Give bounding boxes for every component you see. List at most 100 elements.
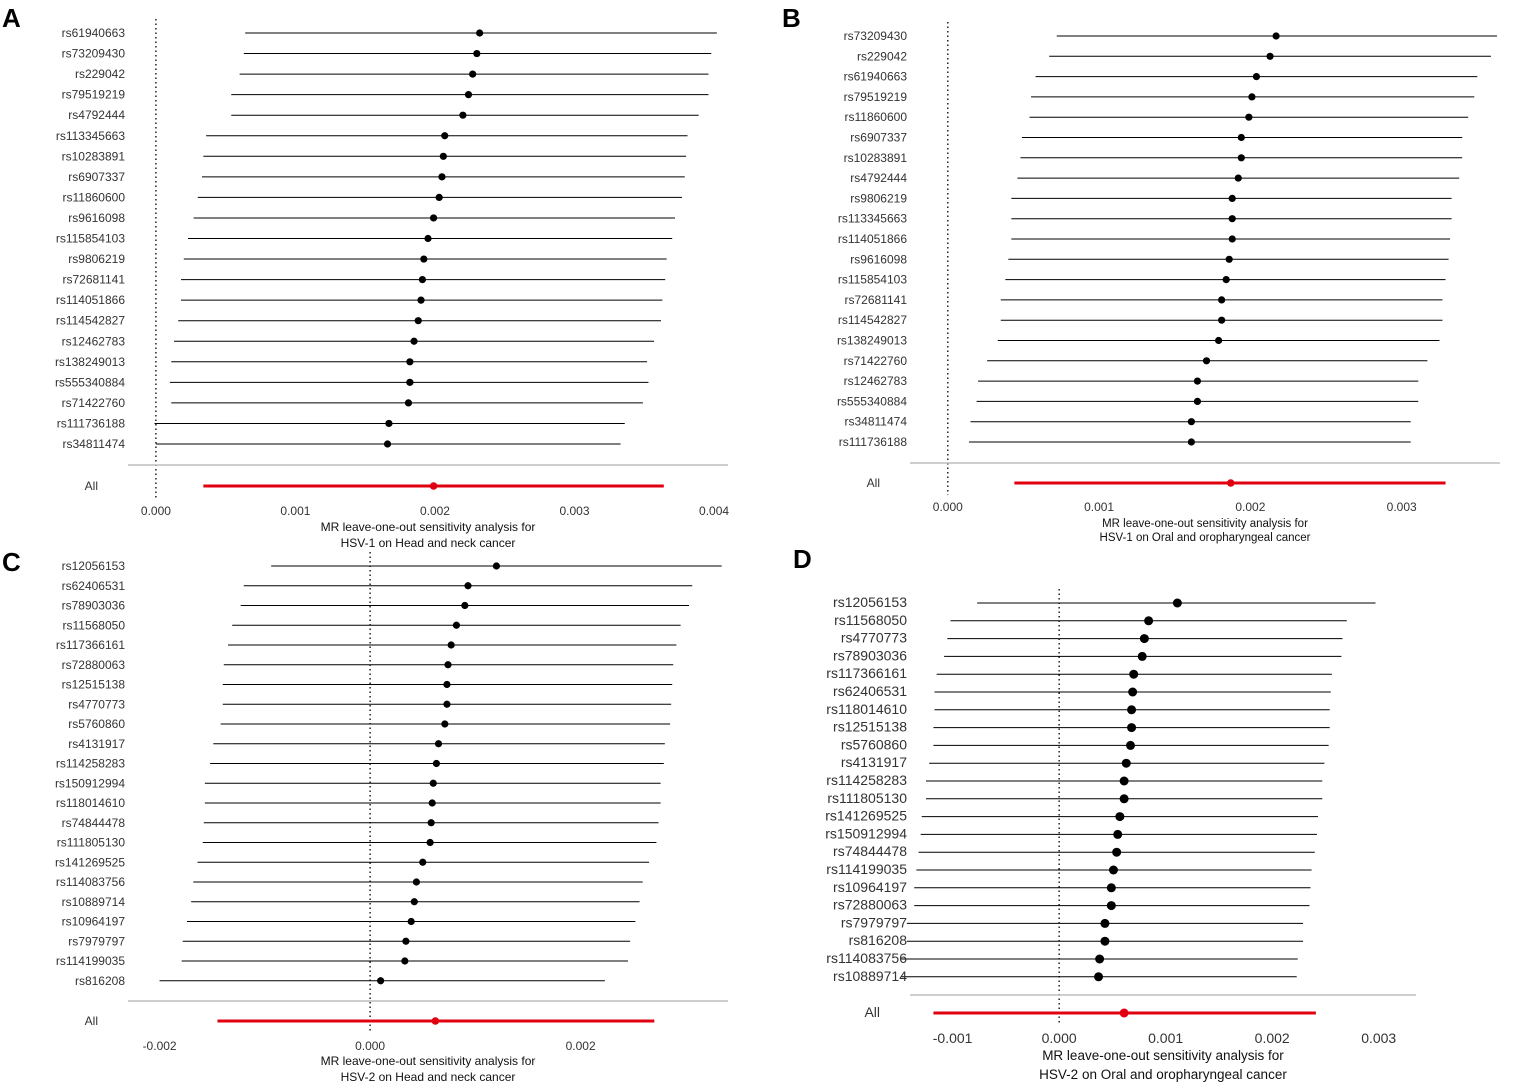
snp-label: rs113345663 — [838, 212, 907, 226]
snp-label: rs71422760 — [844, 354, 908, 368]
estimate-point — [1127, 705, 1137, 715]
estimate-point — [439, 152, 447, 160]
estimate-point — [432, 759, 441, 768]
estimate-point — [1187, 438, 1195, 446]
x-tick-label: 0.003 — [1361, 1030, 1396, 1046]
estimate-point — [444, 661, 452, 669]
snp-label: rs12056153 — [62, 559, 126, 573]
x-tick-label: 0.000 — [933, 500, 963, 514]
snp-label: rs111736188 — [839, 435, 908, 449]
overall-label: All — [867, 476, 880, 490]
estimate-point — [447, 641, 455, 649]
snp-label: rs10889714 — [833, 968, 907, 984]
estimate-point — [1248, 93, 1256, 101]
snp-label: rs78903036 — [62, 599, 126, 613]
estimate-point — [1172, 598, 1182, 608]
estimate-point — [1202, 357, 1211, 365]
estimate-point — [427, 819, 435, 827]
estimate-point — [377, 977, 385, 985]
estimate-point — [459, 111, 467, 119]
estimate-point — [1215, 336, 1223, 345]
snp-label: rs9806219 — [850, 191, 907, 205]
panel-label: D — [793, 544, 812, 574]
estimate-point — [1119, 794, 1129, 804]
panel-label: C — [2, 547, 21, 577]
estimate-point — [464, 91, 473, 99]
snp-label: rs72681141 — [845, 293, 908, 307]
snp-label: rs34811474 — [63, 437, 126, 451]
estimate-point — [1119, 776, 1129, 786]
estimate-point — [1106, 901, 1116, 911]
snp-label: rs555340884 — [837, 394, 907, 408]
estimate-point — [1121, 758, 1131, 768]
snp-label: rs7979797 — [841, 914, 907, 930]
x-axis-title: MR leave-one-out sensitivity analysis fo… — [321, 1054, 536, 1068]
estimate-point — [1222, 276, 1230, 284]
snp-label: rs138249013 — [55, 355, 125, 369]
snp-label: rs111736188 — [57, 416, 126, 430]
estimate-point — [1252, 73, 1261, 81]
estimate-point — [385, 419, 393, 428]
snp-label: rs12056153 — [833, 594, 907, 610]
estimate-point — [1112, 847, 1122, 857]
overall-point — [431, 1017, 440, 1025]
snp-label: rs117366161 — [56, 638, 125, 652]
snp-label: rs4792444 — [68, 108, 125, 122]
snp-label: rs5760860 — [68, 717, 125, 731]
overall-point — [1119, 1008, 1129, 1018]
snp-label: rs4770773 — [68, 697, 125, 711]
x-axis-subtitle: HSV-2 on Head and neck cancer — [341, 1070, 516, 1084]
x-tick-label: 0.001 — [280, 504, 310, 518]
estimate-point — [1100, 918, 1110, 928]
estimate-point — [1272, 32, 1280, 40]
estimate-point — [1144, 616, 1154, 626]
snp-label: rs7979797 — [68, 934, 125, 948]
estimate-point — [1137, 651, 1147, 661]
estimate-point — [424, 234, 432, 243]
snp-label: rs114542827 — [838, 313, 907, 327]
snp-label: rs12462783 — [844, 374, 908, 388]
estimate-point — [407, 917, 415, 926]
x-tick-label: -0.001 — [933, 1030, 973, 1046]
estimate-point — [441, 720, 449, 728]
overall-point — [1226, 479, 1235, 487]
estimate-point — [410, 337, 418, 345]
snp-label: rs61940663 — [844, 70, 908, 84]
estimate-point — [1127, 723, 1137, 733]
snp-label: rs114542827 — [56, 314, 125, 328]
overall-point — [429, 482, 438, 490]
snp-label: rs34811474 — [845, 415, 908, 429]
estimate-point — [414, 317, 422, 325]
snp-label: rs72681141 — [63, 273, 126, 287]
snp-label: rs74844478 — [62, 816, 126, 830]
x-axis-title: MR leave-one-out sensitivity analysis fo… — [1102, 518, 1308, 530]
estimate-point — [404, 399, 413, 407]
x-tick-label: 0.002 — [1235, 500, 1265, 514]
snp-label: rs118014610 — [826, 701, 907, 717]
estimate-point — [1225, 255, 1233, 263]
snp-label: rs11568050 — [834, 612, 907, 628]
estimate-point — [1234, 174, 1242, 182]
snp-label: rs61940663 — [62, 26, 126, 40]
panel-label: B — [782, 3, 801, 33]
estimate-point — [406, 378, 414, 386]
snp-label: rs6907337 — [850, 131, 907, 145]
estimate-point — [401, 957, 409, 965]
estimate-point — [1187, 418, 1195, 426]
x-axis-title: MR leave-one-out sensitivity analysis fo… — [321, 520, 536, 534]
estimate-point — [476, 29, 484, 37]
snp-label: rs229042 — [857, 49, 907, 63]
snp-label: rs11860600 — [63, 190, 126, 204]
x-tick-label: 0.002 — [1255, 1030, 1290, 1046]
estimate-point — [438, 173, 446, 181]
x-tick-label: 0.003 — [1387, 500, 1417, 514]
snp-label: rs115854103 — [838, 273, 907, 287]
snp-label: rs141269525 — [825, 808, 907, 824]
snp-label: rs111805130 — [57, 836, 126, 850]
estimate-point — [417, 296, 425, 304]
snp-label: rs79519219 — [844, 90, 908, 104]
snp-label: rs72880063 — [62, 658, 126, 672]
estimate-point — [1139, 634, 1149, 644]
